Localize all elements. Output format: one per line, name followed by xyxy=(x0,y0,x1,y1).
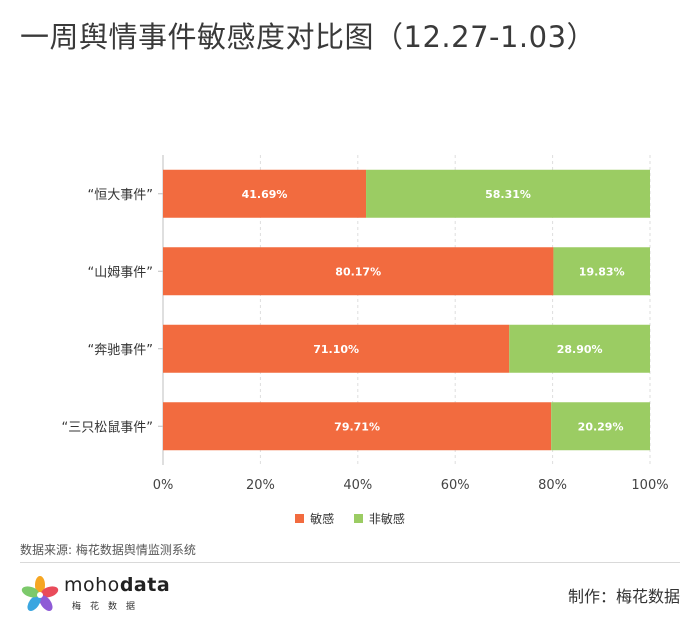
bar-data-label: 19.83% xyxy=(579,265,625,278)
x-tick-label: 40% xyxy=(343,478,372,493)
bar-data-label: 28.90% xyxy=(557,343,603,356)
category-label: “山姆事件” xyxy=(88,265,153,280)
bar-data-label: 41.69% xyxy=(242,188,288,201)
chart-legend: 敏感 非敏感 xyxy=(0,510,700,527)
footer-divider xyxy=(20,562,680,563)
bar-segment xyxy=(163,324,510,373)
brand-wordmark: mohodata xyxy=(64,574,170,596)
brand-prefix: moho xyxy=(64,574,120,596)
bar-data-label: 79.71% xyxy=(334,420,380,433)
pinwheel-logo-icon xyxy=(21,576,59,611)
data-source-note: 数据来源: 梅花数据舆情监测系统 xyxy=(20,543,196,557)
bar-segment xyxy=(551,402,650,451)
x-tick-label: 100% xyxy=(631,478,668,493)
legend-swatch-sensitive xyxy=(295,514,305,523)
brand-chinese-name: 梅花数据 xyxy=(72,602,145,612)
bar-segment xyxy=(163,247,554,296)
x-tick-label: 80% xyxy=(538,478,567,493)
bar-segment xyxy=(553,247,650,296)
legend-swatch-nonsensitive xyxy=(353,514,363,523)
legend-item-nonsensitive[interactable]: 非敏感 xyxy=(353,510,405,527)
category-label: “奔驰事件” xyxy=(88,343,153,358)
legend-label-sensitive: 敏感 xyxy=(310,512,335,526)
x-tick-label: 60% xyxy=(441,478,470,493)
stacked-bar-chart: 0% 20% 40% 60% 80% 100% 41.69% 58.31% “恒大事件” 80.1… xyxy=(62,155,669,493)
bar-data-label: 80.17% xyxy=(335,265,381,278)
category-label: “恒大事件” xyxy=(88,188,153,203)
bar-segment xyxy=(366,169,650,218)
chart-title: 一周舆情事件敏感度对比图（12.27-1.03） xyxy=(20,20,597,54)
bar-segment xyxy=(163,169,367,218)
category-label: “三只松鼠事件” xyxy=(62,420,153,435)
bar-data-label: 71.10% xyxy=(313,343,359,356)
bar-data-label: 20.29% xyxy=(578,420,624,433)
legend-label-nonsensitive: 非敏感 xyxy=(368,512,405,526)
credit-text: 制作：梅花数据 xyxy=(567,587,680,606)
bar-segment xyxy=(163,402,552,451)
bar-segment xyxy=(509,324,650,373)
legend-item-sensitive[interactable]: 敏感 xyxy=(295,510,334,527)
x-tick-label: 20% xyxy=(246,478,275,493)
brand-suffix: data xyxy=(119,574,171,596)
x-tick-label: 0% xyxy=(153,478,174,493)
bar-data-label: 58.31% xyxy=(485,188,531,201)
